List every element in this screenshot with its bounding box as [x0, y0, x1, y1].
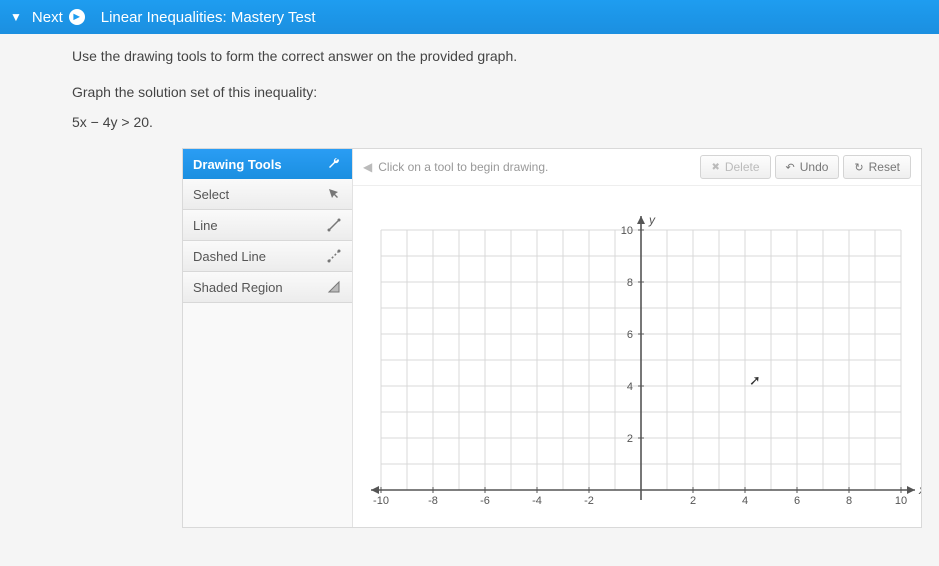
- dropdown-chevron-icon[interactable]: ▼: [10, 10, 22, 24]
- reset-icon: ↻: [854, 161, 863, 174]
- tools-header: Drawing Tools: [183, 149, 352, 179]
- tools-panel: Drawing Tools Select Line Dashed Line: [183, 149, 353, 527]
- svg-text:8: 8: [846, 495, 852, 507]
- delete-button[interactable]: ✖ Delete: [700, 155, 770, 179]
- canvas-panel: ◀ Click on a tool to begin drawing. ✖ De…: [353, 149, 921, 527]
- delete-icon: ✖: [711, 162, 719, 173]
- svg-text:6: 6: [627, 329, 633, 341]
- graph-area[interactable]: -10-8-6-4-2246810246810xy ➚: [353, 186, 913, 516]
- hint-text: Click on a tool to begin drawing.: [378, 160, 548, 174]
- tool-select[interactable]: Select: [183, 179, 352, 210]
- hint-bar: ◀ Click on a tool to begin drawing. ✖ De…: [353, 149, 921, 186]
- svg-text:y: y: [648, 213, 656, 227]
- svg-text:2: 2: [627, 433, 633, 445]
- cursor-icon: [326, 186, 342, 202]
- next-label: Next: [32, 9, 63, 26]
- svg-text:4: 4: [742, 495, 748, 507]
- svg-text:-2: -2: [584, 495, 594, 507]
- svg-text:-4: -4: [532, 495, 542, 507]
- next-arrow-icon: ►: [69, 9, 85, 25]
- instruction-line-1: Use the drawing tools to form the correc…: [72, 48, 913, 64]
- tool-dashed-line[interactable]: Dashed Line: [183, 241, 352, 272]
- tool-label: Line: [193, 218, 218, 233]
- tool-label: Select: [193, 187, 229, 202]
- svg-text:-8: -8: [428, 495, 438, 507]
- svg-text:10: 10: [895, 495, 907, 507]
- undo-button[interactable]: ↶ Undo: [775, 155, 840, 179]
- page-title: Linear Inequalities: Mastery Test: [101, 9, 316, 26]
- dashed-line-icon: [326, 248, 342, 264]
- inequality-expression: 5x − 4y > 20.: [72, 114, 913, 130]
- next-button[interactable]: Next ►: [32, 9, 85, 26]
- svg-text:10: 10: [621, 225, 633, 237]
- instruction-line-2: Graph the solution set of this inequalit…: [72, 84, 913, 100]
- delete-label: Delete: [725, 160, 760, 174]
- tools-header-label: Drawing Tools: [193, 157, 282, 172]
- svg-text:x: x: [918, 483, 921, 497]
- tool-shaded-region[interactable]: Shaded Region: [183, 272, 352, 303]
- workspace: Drawing Tools Select Line Dashed Line: [182, 148, 922, 528]
- shaded-region-icon: [326, 279, 342, 295]
- line-icon: [326, 217, 342, 233]
- content-area: Use the drawing tools to form the correc…: [0, 34, 939, 528]
- svg-text:-6: -6: [480, 495, 490, 507]
- undo-icon: ↶: [786, 161, 795, 174]
- svg-text:8: 8: [627, 277, 633, 289]
- tool-label: Dashed Line: [193, 249, 266, 264]
- reset-button[interactable]: ↻ Reset: [843, 155, 911, 179]
- tool-line[interactable]: Line: [183, 210, 352, 241]
- wrench-icon: [326, 156, 342, 172]
- svg-text:-10: -10: [373, 495, 389, 507]
- undo-label: Undo: [800, 160, 829, 174]
- hint-pointer-icon: ◀: [363, 160, 372, 174]
- svg-text:2: 2: [690, 495, 696, 507]
- svg-text:4: 4: [627, 381, 633, 393]
- svg-text:6: 6: [794, 495, 800, 507]
- tool-label: Shaded Region: [193, 280, 283, 295]
- header-bar: ▼ Next ► Linear Inequalities: Mastery Te…: [0, 0, 939, 34]
- coordinate-grid: -10 -8 -6 -4 -2 2 4 6 8 10 2 4 6 8 10 x y: [361, 190, 921, 520]
- reset-label: Reset: [869, 160, 900, 174]
